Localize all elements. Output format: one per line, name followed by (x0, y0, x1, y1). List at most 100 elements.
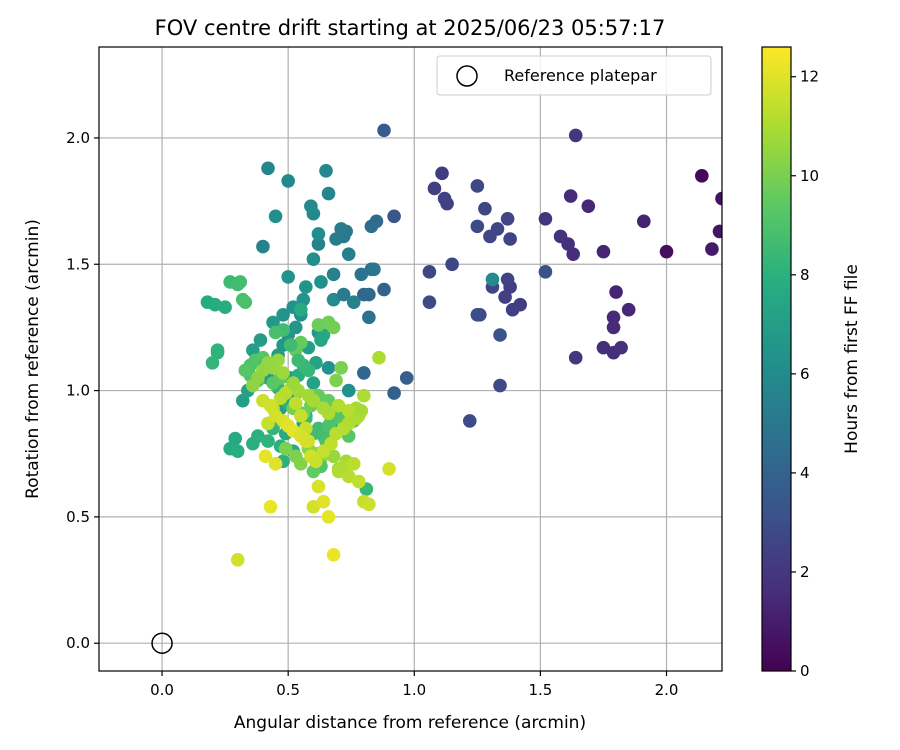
scatter-point (314, 275, 328, 289)
scatter-point (293, 409, 308, 423)
scatter-point (470, 179, 485, 193)
scatter-point (331, 398, 346, 413)
scatter-point (568, 128, 583, 143)
scatter-point (566, 247, 580, 261)
scatter-point (228, 431, 243, 446)
scatter-point (326, 449, 341, 464)
scatter-point (606, 320, 621, 335)
scatter-point (581, 199, 596, 213)
scatter-point (326, 547, 341, 562)
y-tick-label: 0.5 (66, 508, 90, 526)
scatter-point (281, 270, 295, 284)
scatter-point (278, 441, 293, 456)
plot-frame (98, 46, 723, 672)
scatter-point (311, 479, 326, 494)
legend: Reference platepar (436, 55, 712, 96)
legend-label: Reference platepar (504, 66, 657, 85)
scatter-point (205, 355, 220, 370)
scatter-point (498, 290, 512, 304)
x-tick-label: 2.0 (655, 681, 679, 699)
scatter-point (321, 186, 336, 201)
scatter-point (538, 211, 553, 226)
scatter-point (470, 307, 485, 322)
scatter-point (478, 201, 492, 216)
scatter-point (281, 174, 295, 188)
scatter-point (705, 242, 719, 256)
scatter-point (268, 457, 283, 471)
scatter-point (483, 229, 497, 244)
x-ticks: 0.0 0.5 1.0 1.5 2.0 (150, 671, 678, 699)
y-tick-label: 1.0 (66, 382, 90, 400)
scatter-point (263, 398, 278, 413)
scatter-point (445, 257, 459, 272)
scatter-point (306, 252, 321, 267)
scatter-point (291, 353, 306, 368)
y-axis-label: Rotation from reference (arcmin) (23, 219, 43, 499)
x-axis-label: Angular distance from reference (arcmin) (234, 713, 586, 733)
scatter-point (621, 302, 636, 317)
scatter-point (286, 376, 301, 390)
scatter-point (387, 386, 401, 400)
scatter-point (715, 191, 722, 206)
scatter-point (334, 361, 348, 375)
scatter-point (462, 414, 477, 428)
scatter-point (493, 378, 507, 393)
scatter-point (354, 267, 369, 282)
scatter-point (503, 232, 517, 246)
scatter-point (372, 350, 386, 365)
scatter-point (470, 219, 485, 234)
scatter-point (568, 350, 583, 365)
legend-marker-icon (456, 65, 478, 87)
colorbar-tick-label: 0 (800, 662, 810, 680)
scatter-point (596, 244, 611, 259)
colorbar-label: Hours from first FF file (842, 264, 862, 454)
scatter-point (563, 189, 578, 203)
scatter-point (505, 302, 520, 317)
y-ticks: 0.0 0.5 1.0 1.5 2.0 (66, 129, 99, 652)
scatter-point (326, 320, 341, 335)
scatter-point (326, 292, 341, 307)
scatter-point (263, 499, 278, 514)
scatter-point (712, 224, 722, 239)
scatter-point (596, 340, 611, 355)
scatter-point (288, 396, 303, 411)
scatter-point (354, 403, 369, 418)
scatter-point (336, 287, 351, 302)
scatter-point (258, 449, 273, 464)
scatter-point (399, 371, 414, 385)
scatter-point (309, 454, 323, 469)
scatter-point (422, 295, 437, 309)
scatter-point (319, 163, 333, 178)
scatter-point (329, 373, 343, 388)
scatter-point (334, 222, 348, 236)
x-tick-label: 0.5 (276, 681, 300, 699)
grid-layer (99, 47, 722, 671)
x-tick-label: 1.0 (402, 681, 426, 699)
chart-title: FOV centre drift starting at 2025/06/23 … (155, 16, 666, 40)
scatter-point (238, 295, 253, 309)
scatter-point (233, 275, 248, 289)
scatter-point (362, 310, 376, 325)
x-tick-label: 0.0 (150, 681, 174, 699)
scatter-point (238, 363, 253, 378)
scatter-point (637, 214, 651, 229)
scatter-point (306, 376, 321, 390)
scatter-point (321, 510, 336, 524)
scatter-point (261, 161, 275, 176)
scatter-point (538, 265, 553, 279)
scatter-point (341, 469, 356, 484)
scatter-point (230, 553, 245, 567)
scatter-point (268, 325, 283, 340)
scatter-point (256, 239, 270, 254)
scatter-point (299, 434, 313, 448)
scatter-point (500, 272, 515, 287)
scatter-point (251, 429, 265, 443)
scatter-point (357, 366, 371, 380)
scatter-point (293, 457, 308, 471)
scatter-point (276, 366, 290, 380)
colorbar-tick-label: 4 (800, 464, 810, 482)
scatter-point (377, 123, 391, 138)
scatter-point (367, 262, 381, 277)
colorbar-tick-label: 6 (800, 365, 810, 383)
scatter-point (493, 328, 507, 342)
